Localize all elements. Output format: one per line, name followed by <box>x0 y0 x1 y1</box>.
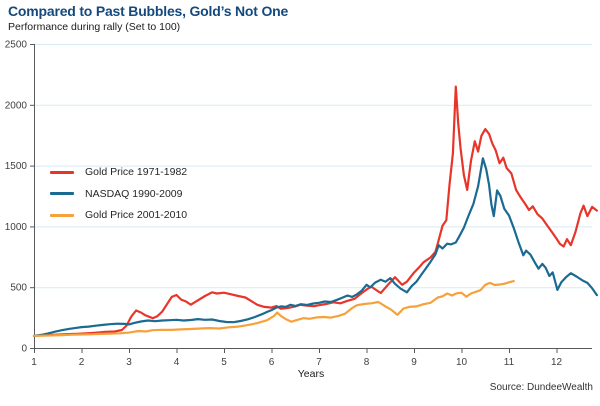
y-tick-label: 2000 <box>5 100 28 111</box>
y-tick-label: 1500 <box>5 161 28 172</box>
source-credit: Source: DundeeWealth <box>489 382 593 393</box>
y-tick-label: 0 <box>21 344 27 355</box>
legend-swatch <box>50 170 74 174</box>
x-tick-label: 12 <box>551 357 563 368</box>
legend-swatch <box>50 192 74 195</box>
series-line-0 <box>32 85 599 337</box>
chart-title: Compared to Past Bubbles, Gold’s Not One <box>8 3 289 19</box>
y-tick-label: 1000 <box>5 222 28 233</box>
x-tick-label: 9 <box>411 357 417 368</box>
legend-item: Gold Price 2001-2010 <box>50 209 187 221</box>
x-tick-label: 7 <box>316 357 322 368</box>
chart-subtitle: Performance during rally (Set to 100) <box>8 21 181 33</box>
legend-item: Gold Price 1971-1982 <box>50 166 187 178</box>
legend: Gold Price 1971-1982 NASDAQ 1990-2009 Go… <box>50 166 187 221</box>
x-tick-label: 8 <box>364 357 370 368</box>
legend-item: NASDAQ 1990-2009 <box>50 188 187 200</box>
x-tick-label: 1 <box>31 357 37 368</box>
series-line-1 <box>32 157 599 337</box>
x-axis-label: Years <box>297 368 325 380</box>
series-line-2 <box>32 280 515 337</box>
legend-label: Gold Price 1971-1982 <box>85 166 188 178</box>
legend-swatch <box>50 213 74 217</box>
x-tick-label: 3 <box>126 357 132 368</box>
y-tick-label: 500 <box>10 283 27 294</box>
x-tick-label: 4 <box>174 357 180 368</box>
legend-label: Gold Price 2001-2010 <box>85 209 188 221</box>
x-tick-label: 2 <box>79 357 85 368</box>
x-tick-label: 5 <box>221 357 227 368</box>
x-tick-label: 11 <box>504 357 515 368</box>
x-tick-label: 6 <box>269 357 275 368</box>
legend-label: NASDAQ 1990-2009 <box>85 187 183 200</box>
x-tick-label: 10 <box>456 357 468 368</box>
y-tick-label: 2500 <box>5 40 28 51</box>
